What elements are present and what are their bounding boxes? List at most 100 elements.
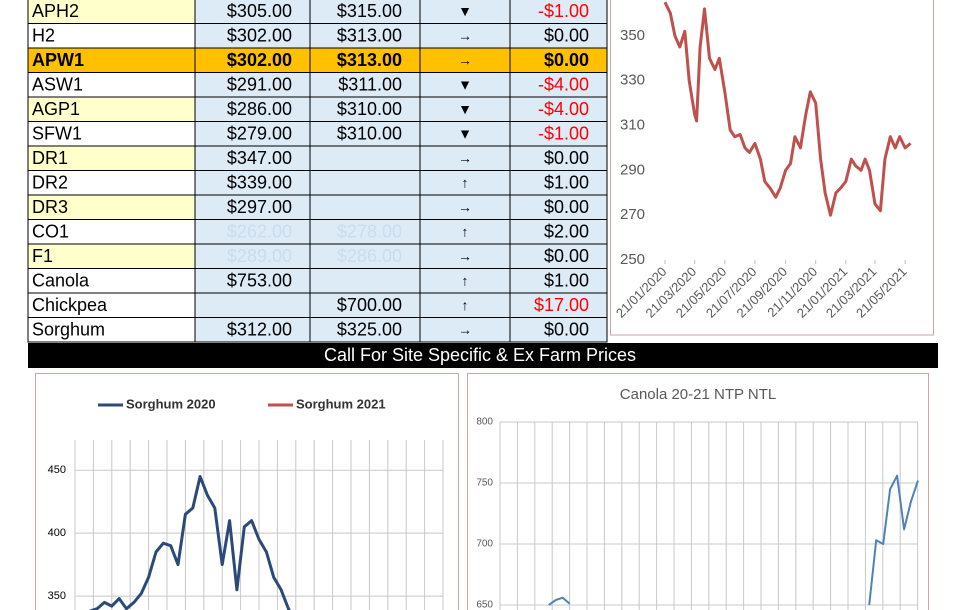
cell (419, 268, 511, 294)
cell-text: $0.00 (544, 148, 589, 168)
cell-text: $291.00 (227, 75, 292, 95)
cell-text: AGP1 (32, 99, 80, 119)
banner: Call For Site Specific & Ex Farm Prices (324, 345, 636, 365)
cell (309, 268, 421, 294)
cell (309, 243, 421, 269)
cell-text: H2 (32, 26, 55, 46)
chart: 350 400 450 Sorghum 2020 Sorghum 2021 (48, 396, 444, 610)
cell-text: $753.00 (227, 271, 292, 291)
cell (509, 170, 608, 196)
cell-text: ▼ (458, 125, 472, 141)
cell (194, 145, 311, 171)
cell-text: → (458, 248, 472, 264)
cell-text: Chickpea (32, 295, 108, 315)
cell-text: $305.00 (227, 1, 292, 21)
cell (309, 121, 421, 147)
cell (419, 317, 511, 343)
cell-text: APW1 (32, 50, 84, 70)
data-line (88, 475, 291, 610)
cell-text: ↑ (462, 223, 469, 239)
cell-text: $302.00 (227, 26, 292, 46)
cell-text: F1 (32, 246, 53, 266)
cell-text: $262.00 (227, 222, 292, 242)
cell-text: $310.00 (337, 124, 402, 144)
cell (509, 268, 608, 294)
cell-text: $286.00 (227, 99, 292, 119)
cell-text: $0.00 (544, 246, 589, 266)
cell-text: $313.00 (337, 50, 402, 70)
cell-text: $1.00 (544, 173, 589, 193)
cell-text: $311.00 (338, 75, 402, 95)
chart: 650 700 750 800 (476, 417, 919, 610)
cell-text: ↑ (462, 272, 469, 288)
cell-text: APH2 (32, 1, 79, 21)
cell (509, 47, 608, 73)
cell (194, 317, 311, 343)
cell-text: CO1 (32, 222, 69, 242)
cell-text: $310.00 (337, 99, 402, 119)
cell-text: $286.00 (337, 246, 402, 266)
cell-text: $325.00 (337, 320, 402, 340)
cell (194, 96, 311, 122)
cell (27, 47, 196, 73)
cell-text: Canola (32, 271, 90, 291)
cell-text: $302.00 (227, 50, 292, 70)
y-tick-label: 330 (620, 72, 645, 89)
y-tick-label: 800 (476, 417, 493, 428)
data-line (663, 1, 912, 217)
cell (419, 243, 511, 269)
cell (27, 243, 196, 269)
cell-text: → (458, 27, 472, 43)
cell (194, 292, 311, 318)
cell-text: → (458, 199, 472, 215)
cell (509, 96, 608, 122)
cell-text: $0.00 (544, 197, 589, 217)
cell-text: -$4.00 (538, 75, 589, 95)
legend-label: Sorghum 2020 (126, 396, 216, 411)
cell (509, 194, 608, 220)
cell (309, 170, 421, 196)
cell (27, 145, 196, 171)
y-tick-label: 310 (620, 116, 645, 133)
cell-text: $315.00 (337, 1, 402, 21)
cell (419, 121, 511, 147)
y-tick-label: 750 (476, 478, 493, 489)
cell-text: $339.00 (227, 173, 292, 193)
cell (194, 170, 311, 196)
cell (419, 72, 511, 98)
cell-text: $289.00 (227, 246, 292, 266)
cell-text: → (458, 321, 472, 337)
cell-text: $312.00 (227, 320, 292, 340)
chart-frame (610, 0, 934, 336)
cell-text: ASW1 (32, 75, 83, 95)
cell (509, 72, 608, 98)
cell-text: $1.00 (544, 271, 589, 291)
y-tick-label: 350 (48, 590, 66, 602)
cell-text: $17.00 (534, 295, 589, 315)
price-table: APH2 $305.00 $315.00 ▼ -$1.00 H2 $302.00 $313.0… (27, 0, 608, 343)
cell-text: → (458, 150, 472, 166)
cell-text: ↑ (462, 174, 469, 190)
y-tick-label: 400 (48, 527, 66, 539)
y-tick-label: 270 (620, 206, 645, 223)
cell-text: $0.00 (544, 50, 589, 70)
cell (27, 317, 196, 343)
cell-text: $297.00 (227, 197, 292, 217)
cell (309, 145, 421, 171)
cell (194, 194, 311, 220)
cell-text: → (458, 52, 472, 68)
cell (309, 292, 421, 318)
cell (194, 47, 311, 73)
cell-text: -$1.00 (538, 1, 589, 21)
cell (509, 317, 608, 343)
cell-text: $0.00 (544, 320, 589, 340)
cell (419, 170, 511, 196)
data-line (548, 474, 919, 606)
y-tick-label: 290 (620, 161, 645, 178)
cell (509, 292, 608, 318)
cell-text: DR2 (32, 173, 68, 193)
y-tick-label: 650 (476, 600, 493, 610)
cell-text: ↑ (462, 297, 469, 313)
cell (27, 121, 196, 147)
